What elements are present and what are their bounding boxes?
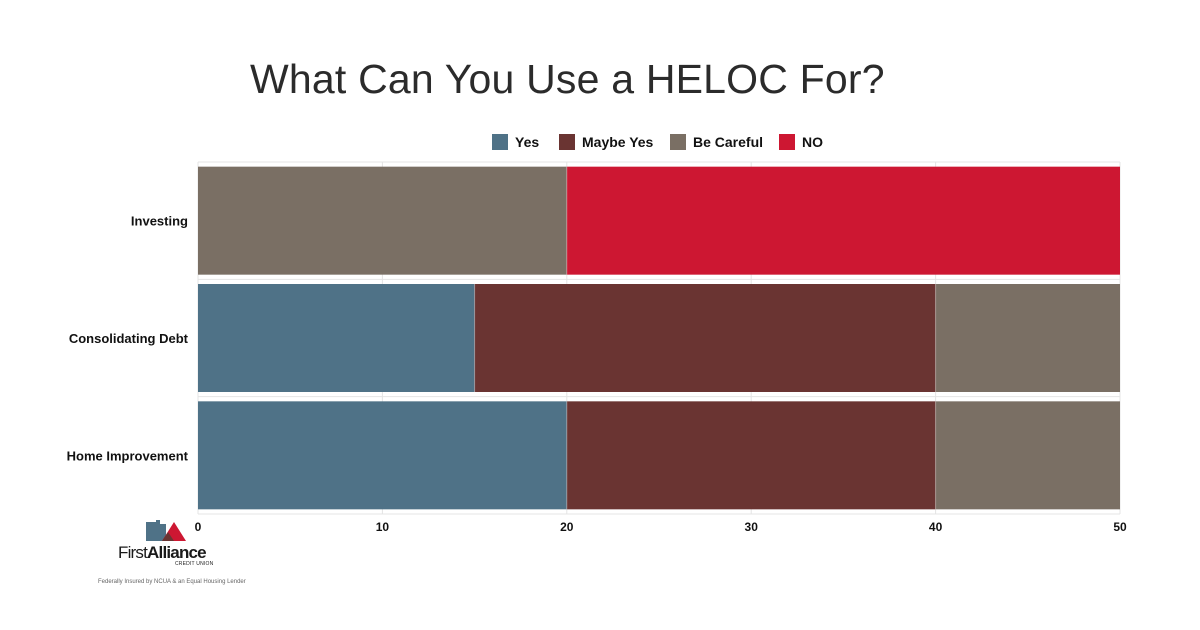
x-tick-label: 10: [376, 520, 390, 534]
bar-segments: [198, 166, 1120, 510]
x-tick-label: 50: [1113, 520, 1127, 534]
brand-name: FirstAlliance: [118, 543, 207, 563]
x-tick-label: 40: [929, 520, 943, 534]
legend-label: Maybe Yes: [582, 134, 654, 150]
bar-segment-be-careful: [935, 284, 1120, 392]
legend-swatch: [492, 134, 508, 150]
bar-segment-maybe-yes: [566, 401, 936, 510]
x-tick-labels: 0 10 20 30 40 50: [195, 520, 1127, 534]
bar-segment-no: [566, 166, 1120, 275]
legend-label: Yes: [515, 134, 539, 150]
category-label: Home Improvement: [67, 448, 189, 463]
bar-segment-be-careful: [198, 166, 567, 275]
bar-segment-be-careful: [935, 401, 1120, 510]
legend-label: NO: [802, 134, 823, 150]
legend-label: Be Careful: [693, 134, 763, 150]
legend-swatch: [559, 134, 575, 150]
x-tick-label: 30: [745, 520, 759, 534]
x-tick-label: 0: [195, 520, 202, 534]
brand-name-bold: Alliance: [147, 543, 207, 562]
x-tick-label: 20: [560, 520, 574, 534]
legend-swatch: [779, 134, 795, 150]
category-label: Investing: [131, 214, 188, 229]
brand-name-light: First: [118, 543, 148, 562]
brand-subtitle: CREDIT UNION: [175, 561, 214, 567]
bar-segment-yes: [198, 284, 475, 392]
first-alliance-logo-icon: [146, 520, 186, 541]
bar-segment-maybe-yes: [474, 284, 936, 392]
category-labels: Investing Consolidating Debt Home Improvem…: [67, 214, 189, 464]
legend: Yes Maybe Yes Be Careful NO: [492, 134, 823, 150]
bar-segment-yes: [198, 401, 567, 510]
disclaimer-text: Federally Insured by NCUA & an Equal Hou…: [98, 579, 246, 585]
chart-title: What Can You Use a HELOC For?: [250, 56, 885, 102]
legend-swatch: [670, 134, 686, 150]
category-label: Consolidating Debt: [69, 331, 189, 346]
